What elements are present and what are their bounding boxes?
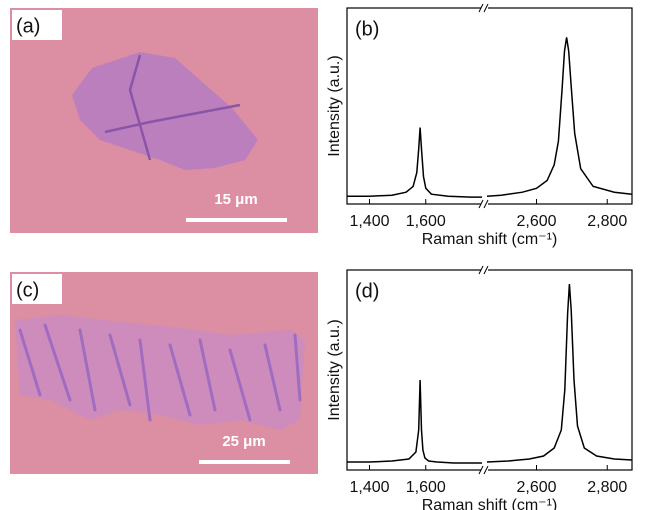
x-tick-label: 2,800: [587, 213, 627, 230]
micrograph: 25 μm (c): [10, 272, 318, 474]
panel-label: (d): [355, 280, 379, 302]
panel-label: (a): [16, 15, 40, 37]
x-tick-label: 1,600: [406, 213, 446, 230]
scale-bar-label: 25 μm: [222, 433, 265, 450]
x-tick-label: 1,400: [349, 479, 389, 496]
x-tick-label: 2,600: [516, 213, 556, 230]
plot-frame: [346, 7, 633, 205]
axis-break: [481, 201, 488, 207]
spectrum-line: [347, 127, 482, 198]
axis-break: [481, 5, 488, 11]
spectrum-line: [347, 379, 482, 464]
x-tick-label: 2,600: [516, 479, 556, 496]
x-tick-label: 1,400: [349, 213, 389, 230]
break-mark: [483, 3, 489, 13]
x-tick-label: 1,600: [406, 479, 446, 496]
panel-label: (c): [16, 279, 39, 301]
y-axis-label: Intensity (a.u.): [326, 319, 343, 420]
break-mark: [478, 199, 484, 209]
break-mark: [478, 465, 484, 475]
x-axis-label: Raman shift (cm⁻¹): [422, 497, 558, 510]
x-tick-label: 2,800: [587, 479, 627, 496]
panel-label: (b): [355, 18, 379, 40]
break-mark: [483, 265, 489, 275]
plot-frame: [346, 269, 633, 471]
spectrum-line: [486, 37, 633, 197]
break-mark: [483, 465, 489, 475]
micrograph: 15 μm (a): [10, 8, 318, 233]
break-mark: [483, 199, 489, 209]
y-axis-label: Intensity (a.u.): [326, 55, 343, 156]
break-mark: [478, 265, 484, 275]
scale-bar-label: 15 μm: [214, 191, 257, 208]
axis-break: [481, 467, 488, 473]
break-mark: [478, 3, 484, 13]
spectrum-line: [486, 283, 633, 463]
x-axis-label: Raman shift (cm⁻¹): [422, 231, 558, 248]
axis-break: [481, 267, 488, 273]
